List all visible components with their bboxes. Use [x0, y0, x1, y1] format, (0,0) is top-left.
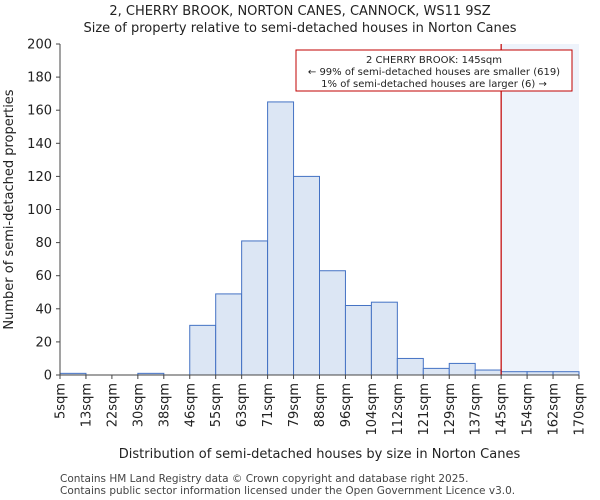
bar: [396, 357, 424, 376]
x-tick-label: 104sqm: [365, 383, 380, 436]
y-tick-label: 160: [27, 104, 52, 119]
x-tick-label: 112sqm: [391, 383, 406, 436]
y-tick-label: 140: [27, 137, 52, 152]
annotation-line-1: 2 CHERRY BROOK: 145sqm: [366, 55, 502, 66]
annotation-line-3: 1% of semi-detached houses are larger (6…: [321, 79, 547, 90]
y-tick-label: 20: [35, 335, 52, 350]
x-tick-label: 38sqm: [157, 383, 172, 427]
x-tick-label: 96sqm: [339, 383, 354, 427]
bars-group: [59, 101, 580, 376]
y-tick-label: 200: [27, 38, 52, 53]
marker-annotation: 2 CHERRY BROOK: 145sqm ← 99% of semi-det…: [295, 49, 573, 92]
y-tick-label: 180: [27, 71, 52, 86]
x-tick-label: 162sqm: [547, 383, 562, 436]
y-tick-label: 60: [35, 269, 52, 284]
x-ticks-group: 5sqm 13sqm 22sqm 30sqm 38sqm 46sqm 55sqm 63sqm 7…: [54, 375, 588, 436]
x-tick-label: 22sqm: [105, 383, 120, 427]
bar: [215, 293, 243, 376]
footer-line-2: Contains public sector information licen…: [60, 485, 516, 497]
y-tick-label: 120: [27, 170, 52, 185]
bar: [422, 367, 450, 376]
x-tick-label: 137sqm: [469, 383, 484, 436]
x-tick-label: 63sqm: [235, 383, 250, 427]
x-tick-label: 46sqm: [183, 383, 198, 427]
x-tick-label: 71sqm: [261, 383, 276, 427]
x-tick-label: 121sqm: [417, 383, 432, 436]
bar: [241, 240, 269, 376]
chart-subtitle: Size of property relative to semi-detach…: [83, 21, 517, 36]
annotation-line-2: ← 99% of semi-detached houses are smalle…: [308, 67, 560, 78]
bar: [293, 175, 320, 376]
bar: [189, 324, 217, 376]
x-tick-label: 13sqm: [79, 383, 94, 427]
highlight-region: [501, 44, 579, 375]
x-axis-label: Distribution of semi-detached houses by …: [119, 447, 521, 462]
x-tick-label: 154sqm: [521, 383, 536, 436]
x-tick-label: 55sqm: [209, 383, 224, 427]
y-ticks-group: 0 20 40 60 80 100 120 140 160 180 200: [27, 38, 60, 384]
y-tick-label: 100: [27, 203, 52, 218]
bar: [370, 301, 398, 376]
x-tick-label: 145sqm: [495, 383, 510, 436]
x-tick-label: 88sqm: [313, 383, 328, 427]
x-tick-label: 79sqm: [287, 383, 302, 427]
footer-line-1: Contains HM Land Registry data © Crown c…: [60, 473, 469, 485]
bar: [344, 304, 372, 376]
y-tick-label: 80: [35, 236, 52, 251]
annotation-box: [295, 49, 573, 92]
y-axis-label: Number of semi-detached properties: [2, 89, 17, 329]
y-tick-label: 0: [44, 369, 52, 384]
bar: [267, 101, 295, 376]
x-tick-label: 129sqm: [443, 383, 458, 436]
y-tick-label: 40: [35, 302, 52, 317]
bar: [474, 369, 502, 376]
x-tick-label: 30sqm: [131, 383, 146, 427]
chart-title: 2, CHERRY BROOK, NORTON CANES, CANNOCK, …: [109, 4, 491, 19]
x-tick-label: 5sqm: [54, 383, 69, 419]
bar: [448, 362, 476, 376]
bar: [319, 270, 346, 376]
x-tick-label: 170sqm: [573, 383, 588, 436]
